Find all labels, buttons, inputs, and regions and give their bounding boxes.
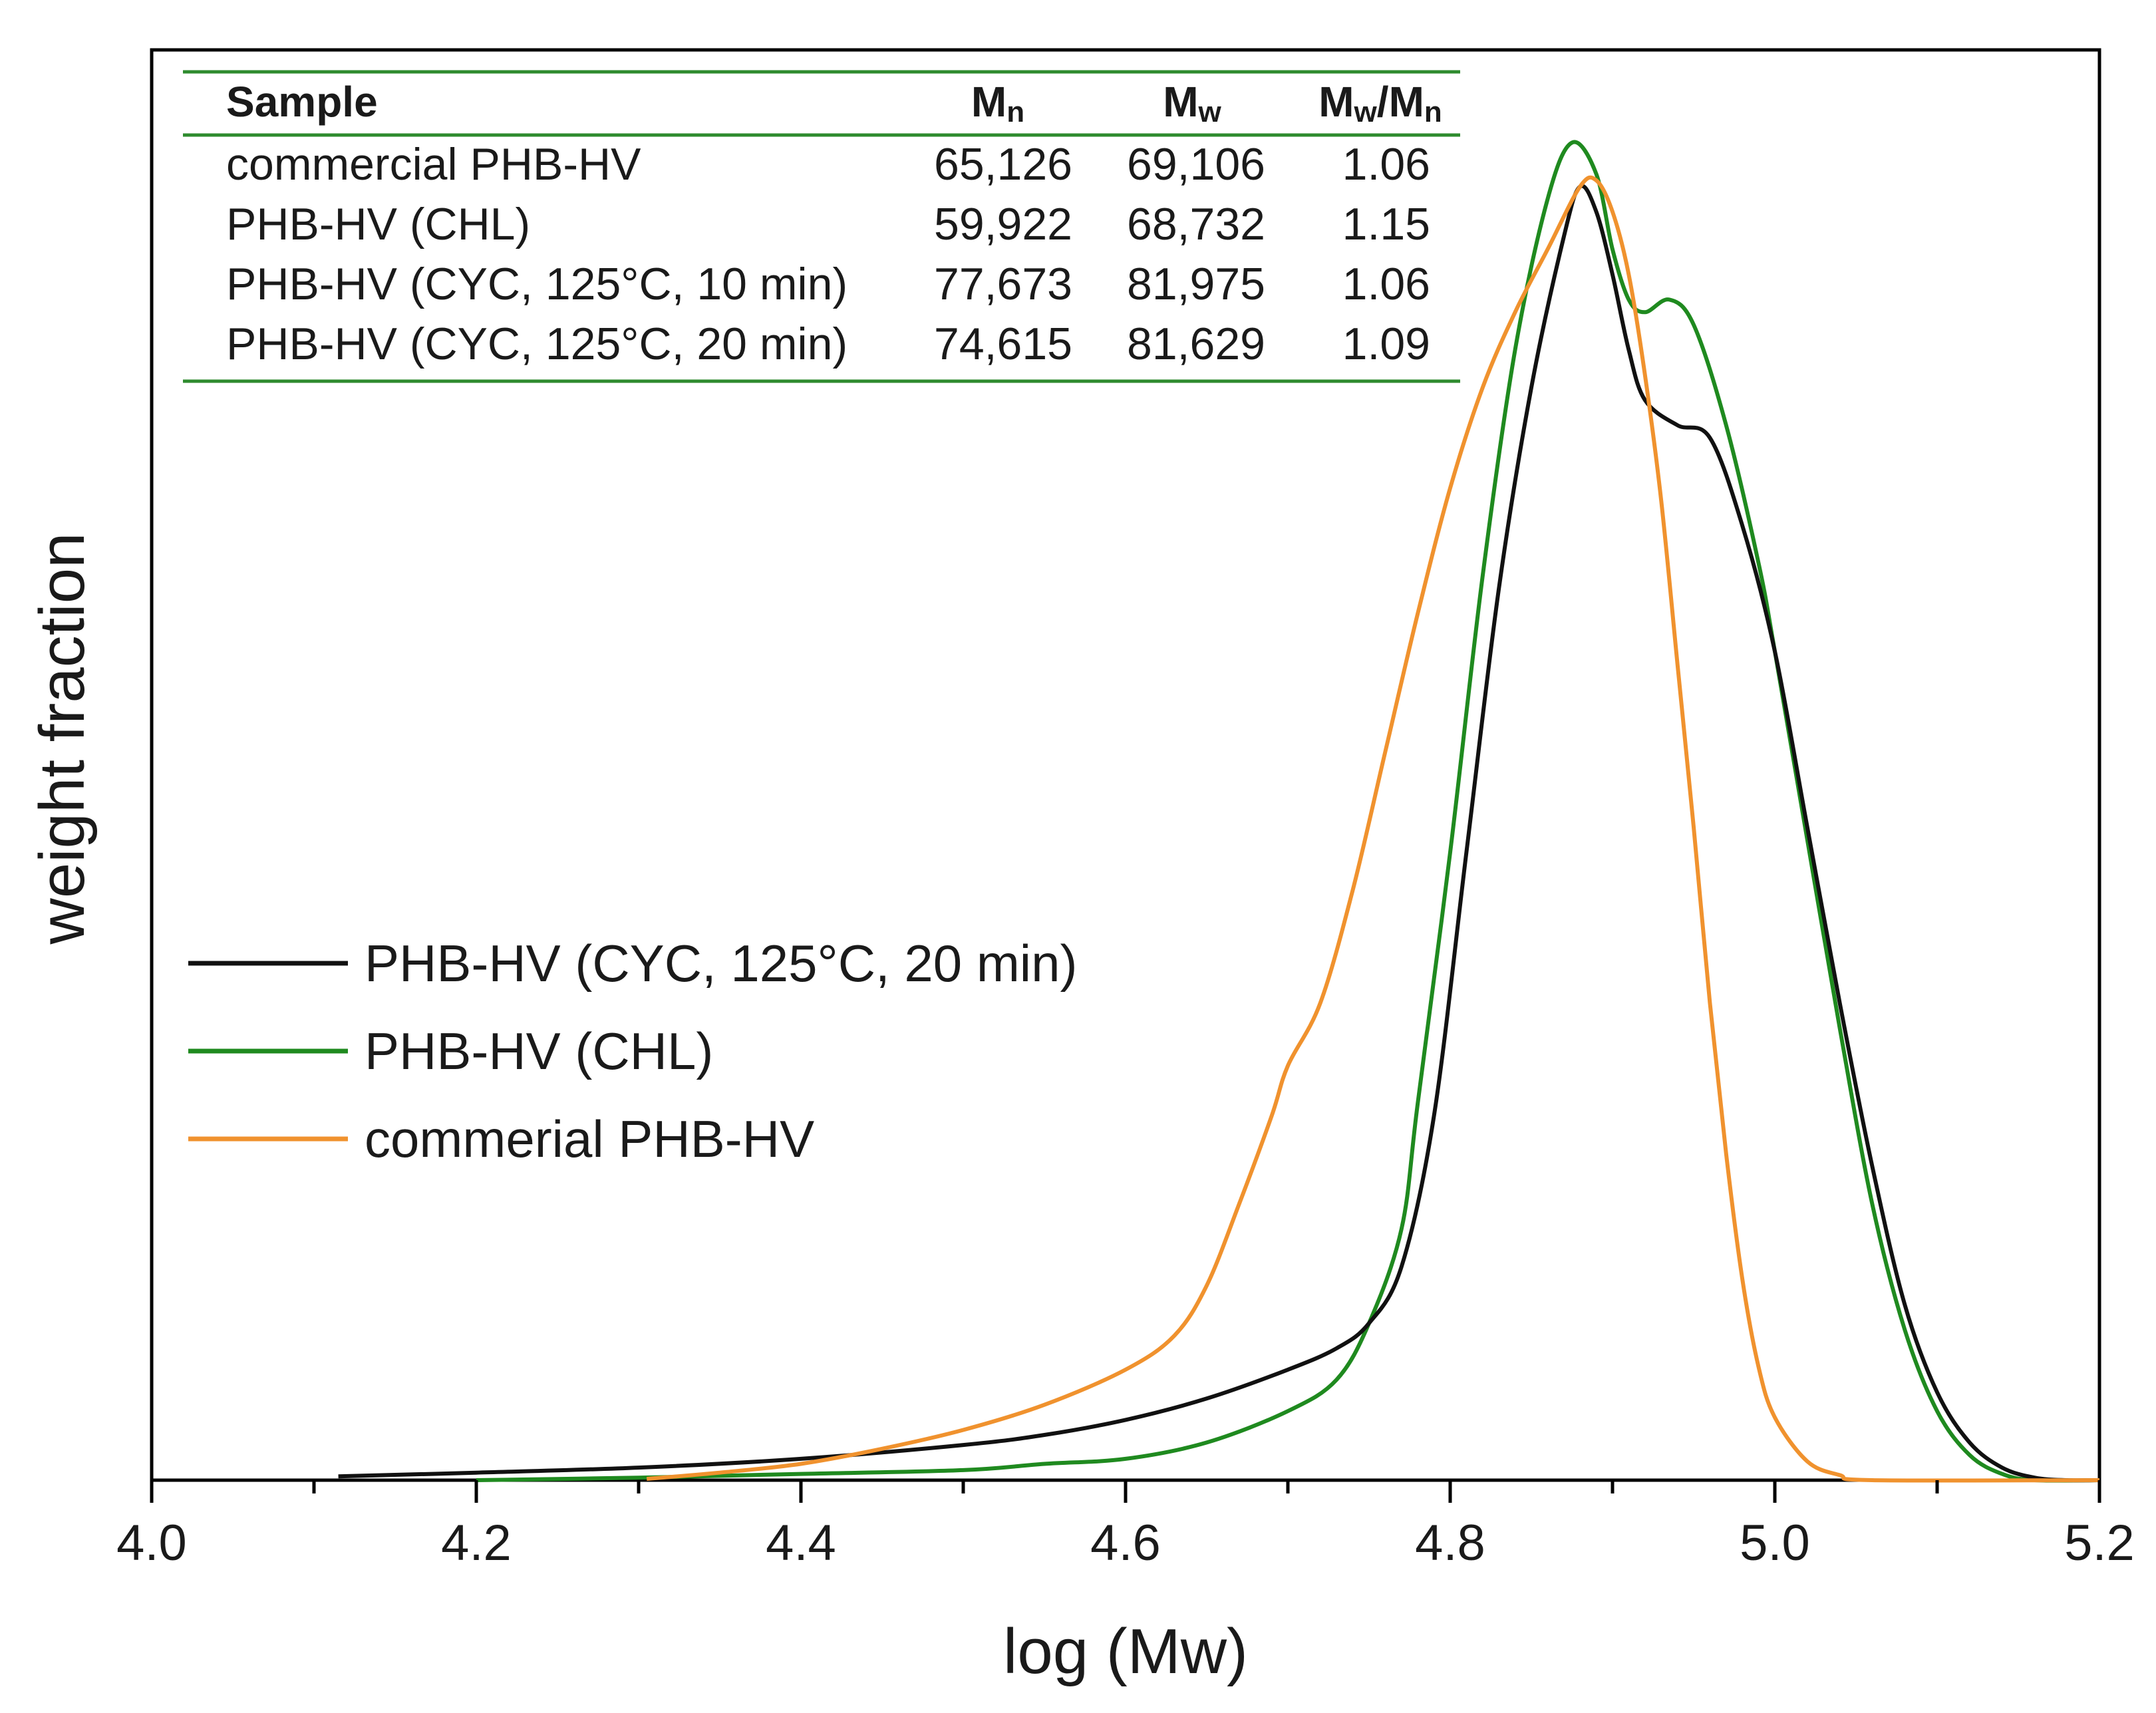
x-axis-ticks: 4.0 4.2 4.4 4.6 4.8 5.0 5.2 xyxy=(116,1480,2135,1571)
table-row-0-mw: 69,106 xyxy=(1127,139,1265,190)
table-row-1-pdi: 1.15 xyxy=(1342,199,1430,249)
table-row-2-mw: 81,975 xyxy=(1127,259,1265,309)
table-row-1-mn: 59,922 xyxy=(934,199,1072,249)
x-tick-label: 5.2 xyxy=(2064,1515,2135,1571)
table-row-2-pdi: 1.06 xyxy=(1342,259,1430,309)
legend-label-series-2: commerial PHB-HV xyxy=(365,1110,814,1168)
table-row-2-sample: PHB-HV (CYC, 125°C, 10 min) xyxy=(226,259,847,309)
series-line-0 xyxy=(338,184,2100,1483)
table-row-0-pdi: 1.06 xyxy=(1342,139,1430,190)
y-axis-title: weight fraction xyxy=(27,533,98,945)
legend-label-series-1: PHB-HV (CHL) xyxy=(365,1022,713,1080)
legend: PHB-HV (CYC, 125°C, 20 min) PHB-HV (CHL)… xyxy=(188,934,1077,1168)
x-tick-label: 4.6 xyxy=(1090,1515,1161,1571)
table-row-3-mw: 81,629 xyxy=(1127,319,1265,369)
table-row-1-mw: 68,732 xyxy=(1127,199,1265,249)
table-header-mn: Mn xyxy=(971,78,1024,128)
series-line-2 xyxy=(646,175,2100,1483)
legend-label-series-0: PHB-HV (CYC, 125°C, 20 min) xyxy=(365,934,1077,993)
table-body: commercial PHB-HV 65,126 69,106 1.06 PHB… xyxy=(226,139,1430,369)
x-tick-label: 4.8 xyxy=(1415,1515,1485,1571)
table-row-0-sample: commercial PHB-HV xyxy=(226,139,641,190)
table-header-sample: Sample xyxy=(226,78,378,126)
table-row-3-pdi: 1.09 xyxy=(1342,319,1430,369)
x-tick-label: 4.4 xyxy=(766,1515,836,1571)
x-tick-label: 4.2 xyxy=(441,1515,512,1571)
table-row-3-mn: 74,615 xyxy=(934,319,1072,369)
x-tick-label: 5.0 xyxy=(1740,1515,1810,1571)
data-curves xyxy=(338,140,2100,1483)
table-row-0-mn: 65,126 xyxy=(934,139,1072,190)
table-header-pdi: Mw/Mn xyxy=(1318,78,1442,128)
table-row-2-mn: 77,673 xyxy=(934,259,1072,309)
molecular-weight-table: Sample Mn Mw Mw/Mn commercial PHB-HV 65,… xyxy=(183,70,1460,383)
x-axis-title: log (Mw) xyxy=(1003,1616,1248,1687)
table-header-mw: Mw xyxy=(1163,78,1221,128)
x-tick-label: 4.0 xyxy=(116,1515,187,1571)
table-row-3-sample: PHB-HV (CYC, 125°C, 20 min) xyxy=(226,319,847,369)
series-line-1 xyxy=(476,140,2100,1483)
table-row-1-sample: PHB-HV (CHL) xyxy=(226,199,530,249)
